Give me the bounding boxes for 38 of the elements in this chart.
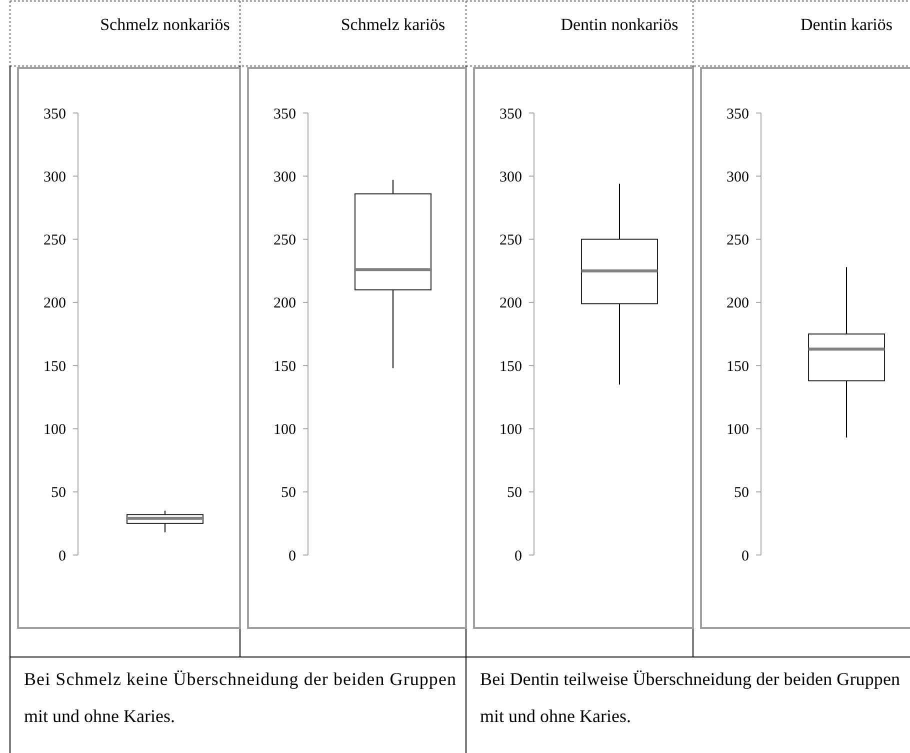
y-tick-label: 300 <box>726 169 749 186</box>
y-tick-label: 300 <box>44 169 66 186</box>
y-tick-label: 100 <box>274 422 296 438</box>
y-tick-label: 350 <box>500 106 522 122</box>
y-tick-label: 350 <box>726 106 749 122</box>
y-tick-label: 250 <box>500 232 522 249</box>
x-tick-label: Dentin nonkariös <box>560 15 678 34</box>
x-tick-label: Schmelz nonkariös <box>100 15 230 34</box>
y-tick-label: 150 <box>44 358 66 375</box>
y-tick-label: 0 <box>58 548 66 564</box>
y-tick-label: 0 <box>514 548 522 564</box>
y-tick-label: 150 <box>726 358 749 375</box>
y-tick-label: 350 <box>274 106 296 122</box>
y-tick-label: 250 <box>44 232 66 249</box>
y-tick-label: 100 <box>44 422 66 438</box>
y-tick-label: 200 <box>274 296 296 312</box>
y-tick-label: 300 <box>274 169 296 186</box>
y-tick-label: 100 <box>726 422 749 438</box>
y-tick-label: 150 <box>274 358 296 375</box>
y-tick-label: 0 <box>288 548 296 564</box>
y-tick-label: 300 <box>500 169 522 186</box>
y-tick-label: 200 <box>44 296 66 312</box>
x-tick-label: Dentin kariös <box>800 15 893 34</box>
y-tick-label: 50 <box>281 485 296 502</box>
text: Bei Dentin teilweise Überschneidung der beiden Gruppen mit und ohne Karies. <box>480 669 900 726</box>
y-tick-label: 250 <box>726 232 749 249</box>
y-tick-label: 50 <box>507 485 522 502</box>
y-tick-label: 200 <box>726 296 749 312</box>
text: Bei Schmelz keine Überschneidung der beiden Gruppen mit und ohne Karies. <box>24 669 456 726</box>
y-tick-label: 50 <box>734 485 749 502</box>
y-tick-label: 0 <box>742 548 749 564</box>
y-tick-label: 150 <box>500 358 522 375</box>
y-tick-label: 100 <box>500 422 522 438</box>
y-tick-label: 50 <box>51 485 66 502</box>
x-tick-label: Schmelz kariös <box>340 15 446 34</box>
y-tick-label: 250 <box>274 232 296 249</box>
y-tick-label: 200 <box>500 296 522 312</box>
y-tick-label: 350 <box>44 106 66 122</box>
